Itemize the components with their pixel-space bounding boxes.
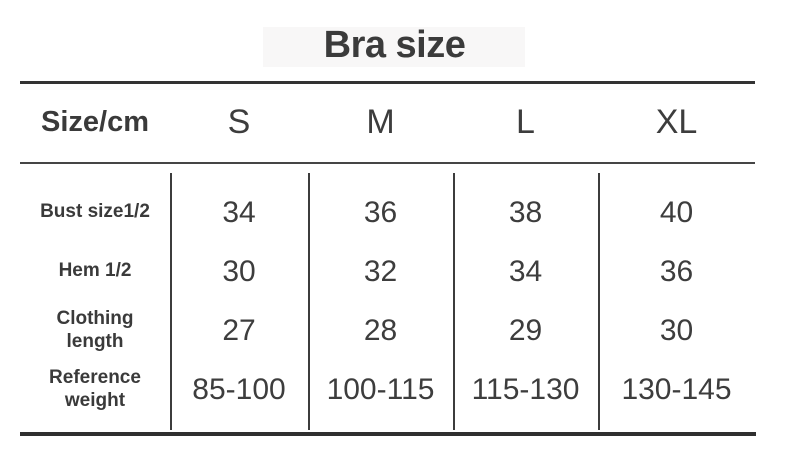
cell-hem-m: 32 xyxy=(363,254,398,288)
title-background xyxy=(263,27,525,67)
column-divider xyxy=(170,173,172,430)
cell-weight-m: 100-115 xyxy=(326,372,435,406)
cell-weight-l: 115-130 xyxy=(471,372,580,406)
column-header-s: S xyxy=(227,102,251,141)
cell-weight-s: 85-100 xyxy=(192,372,286,406)
cell-bust-m: 36 xyxy=(363,195,398,229)
unit-header: Size/cm xyxy=(41,105,149,138)
cell-hem-s: 30 xyxy=(222,254,256,288)
cell-hem-xl: 36 xyxy=(659,254,694,288)
column-header-m: M xyxy=(366,102,395,141)
column-divider xyxy=(453,173,455,430)
cell-bust-s: 34 xyxy=(222,195,256,229)
table-bottom-rule xyxy=(20,432,756,436)
column-divider xyxy=(308,173,310,430)
row-label-weight: Reference weight xyxy=(49,366,141,411)
table-body: Bust size1/2 34 36 38 40 Hem 1/2 30 32 3… xyxy=(20,183,755,419)
row-label-length: Clothing length xyxy=(56,307,134,352)
cell-hem-l: 34 xyxy=(508,254,543,288)
table-header-row: Size/cm S M L XL xyxy=(20,94,755,150)
cell-length-xl: 30 xyxy=(659,313,694,347)
header-top-rule xyxy=(20,81,755,84)
row-label-bust: Bust size1/2 xyxy=(40,201,150,223)
column-header-l: L xyxy=(516,102,535,141)
cell-length-s: 27 xyxy=(222,313,256,347)
cell-length-l: 29 xyxy=(508,313,543,347)
header-bottom-rule xyxy=(20,162,755,164)
row-label-hem: Hem 1/2 xyxy=(58,260,132,282)
page-title: Bra size xyxy=(323,24,466,66)
cell-bust-xl: 40 xyxy=(659,195,694,229)
cell-weight-xl: 130-145 xyxy=(621,372,732,406)
cell-length-m: 28 xyxy=(363,313,398,347)
cell-bust-l: 38 xyxy=(508,195,543,229)
column-divider xyxy=(598,173,600,430)
column-header-xl: XL xyxy=(655,102,698,141)
